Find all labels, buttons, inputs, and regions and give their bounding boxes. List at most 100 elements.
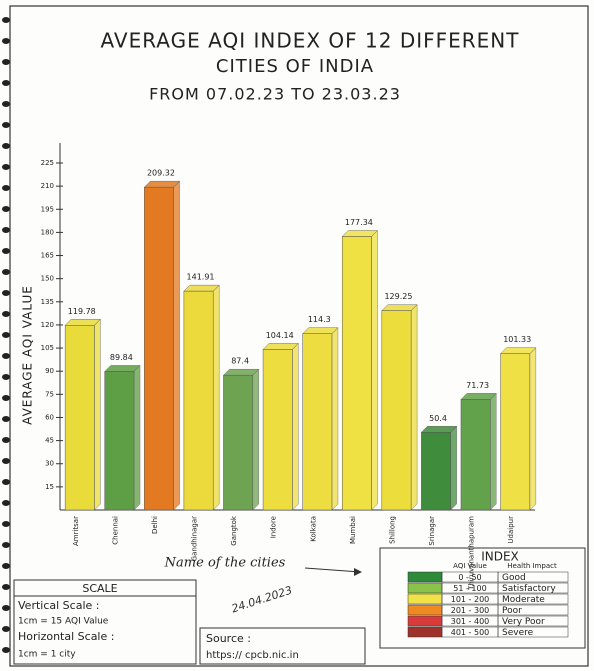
ring xyxy=(2,80,10,86)
ring xyxy=(2,185,10,191)
legend-impact: Severe xyxy=(502,628,534,638)
bar-side xyxy=(490,392,497,511)
ring xyxy=(2,101,10,107)
ring xyxy=(2,227,10,233)
bar-side xyxy=(529,347,537,511)
bar xyxy=(262,349,293,511)
x-tick-label: Srinagar xyxy=(428,516,436,546)
title-line: FROM 07.02.23 TO 23.03.23 xyxy=(149,85,401,104)
value-label: 129.25 xyxy=(384,292,412,301)
source-label: Source : xyxy=(206,632,251,645)
bar xyxy=(341,236,372,511)
ring xyxy=(2,17,10,23)
x-tick-label: Indore xyxy=(270,516,278,538)
ring xyxy=(2,584,10,590)
bar-side xyxy=(450,425,457,511)
title-line: AVERAGE AQI INDEX OF 12 DIFFERENT xyxy=(101,29,520,53)
ring xyxy=(2,59,10,65)
bar-top xyxy=(460,393,497,400)
legend-swatch xyxy=(407,593,443,605)
y-tick-label: 90 xyxy=(45,367,54,375)
legend-cell xyxy=(497,593,569,605)
legend-swatch xyxy=(407,571,443,583)
x-tick-label: Chennai xyxy=(111,516,119,545)
bar-top xyxy=(302,327,339,334)
ring xyxy=(2,458,10,464)
legend-cell xyxy=(497,626,569,638)
value-label: 177.34 xyxy=(345,218,373,227)
ring xyxy=(2,416,10,422)
x-tick-label: Gandhinagar xyxy=(191,516,199,561)
scale-text: 1cm = 1 city xyxy=(18,650,76,660)
bar-side xyxy=(331,327,339,511)
y-tick-label: 195 xyxy=(41,205,54,213)
bar-top xyxy=(262,343,299,350)
value-label: 50.4 xyxy=(429,414,447,423)
legend-impact: Poor xyxy=(502,606,522,616)
bar xyxy=(183,290,214,511)
y-tick-label: 120 xyxy=(41,321,54,329)
x-tick-label: Mumbai xyxy=(349,516,357,544)
scale-text: Vertical Scale : xyxy=(18,599,99,612)
y-tick-label: 105 xyxy=(41,344,54,352)
y-tick-label: 150 xyxy=(41,275,54,283)
ring xyxy=(2,563,10,569)
legend-swatch xyxy=(407,626,443,638)
value-label: 119.78 xyxy=(68,307,96,316)
value-label: 141.91 xyxy=(187,273,215,282)
value-label: 89.84 xyxy=(110,353,133,362)
bar-side xyxy=(94,318,101,511)
bar xyxy=(381,310,412,511)
bar-top xyxy=(64,319,102,326)
index-header: AQI Value xyxy=(453,562,487,570)
bar-top xyxy=(420,426,458,433)
bar-side xyxy=(133,364,141,511)
ring xyxy=(2,122,10,128)
ring xyxy=(2,248,10,254)
y-tick-label: 165 xyxy=(41,252,54,260)
bar-side xyxy=(212,284,220,511)
bar-top xyxy=(381,304,418,311)
y-tick-label: 135 xyxy=(41,298,54,306)
legend-range: 301 - 400 xyxy=(451,617,490,626)
bar-side xyxy=(371,229,378,511)
legend-range: 0 - 50 xyxy=(458,573,481,582)
index-box xyxy=(379,547,586,649)
spiral-binding xyxy=(2,17,10,653)
bar xyxy=(223,374,254,511)
x-tick-label: Amritsar xyxy=(72,516,80,546)
legend-impact: Satisfactory xyxy=(502,584,556,594)
ring xyxy=(2,521,10,527)
bar xyxy=(460,399,491,511)
bar xyxy=(421,432,451,511)
ring xyxy=(2,164,10,170)
ring xyxy=(2,500,10,506)
bar-top xyxy=(183,284,220,292)
bar-top xyxy=(104,365,141,372)
legend-swatch xyxy=(407,604,443,616)
ring xyxy=(2,143,10,149)
y-tick-label: 45 xyxy=(45,437,54,445)
ring xyxy=(2,38,10,44)
ring xyxy=(2,332,10,338)
bar-side xyxy=(292,342,299,511)
ring xyxy=(2,647,10,653)
ring xyxy=(2,374,10,380)
ring xyxy=(2,437,10,443)
scale-box xyxy=(13,579,197,665)
legend-swatch xyxy=(407,615,443,627)
bar-side xyxy=(410,304,418,511)
ring xyxy=(2,542,10,548)
bar-top xyxy=(499,347,537,354)
index-header: Health Impact xyxy=(507,562,557,570)
y-tick-label: 30 xyxy=(45,460,54,468)
x-arrow-head xyxy=(354,568,362,576)
bar-side xyxy=(252,368,260,511)
legend-impact: Good xyxy=(502,573,526,583)
legend-cell xyxy=(497,571,569,583)
legend-range: 401 - 500 xyxy=(451,628,490,637)
legend-range: 101 - 200 xyxy=(451,595,490,604)
x-tick-label: Shillong xyxy=(388,516,396,544)
value-label: 87.4 xyxy=(231,357,249,366)
